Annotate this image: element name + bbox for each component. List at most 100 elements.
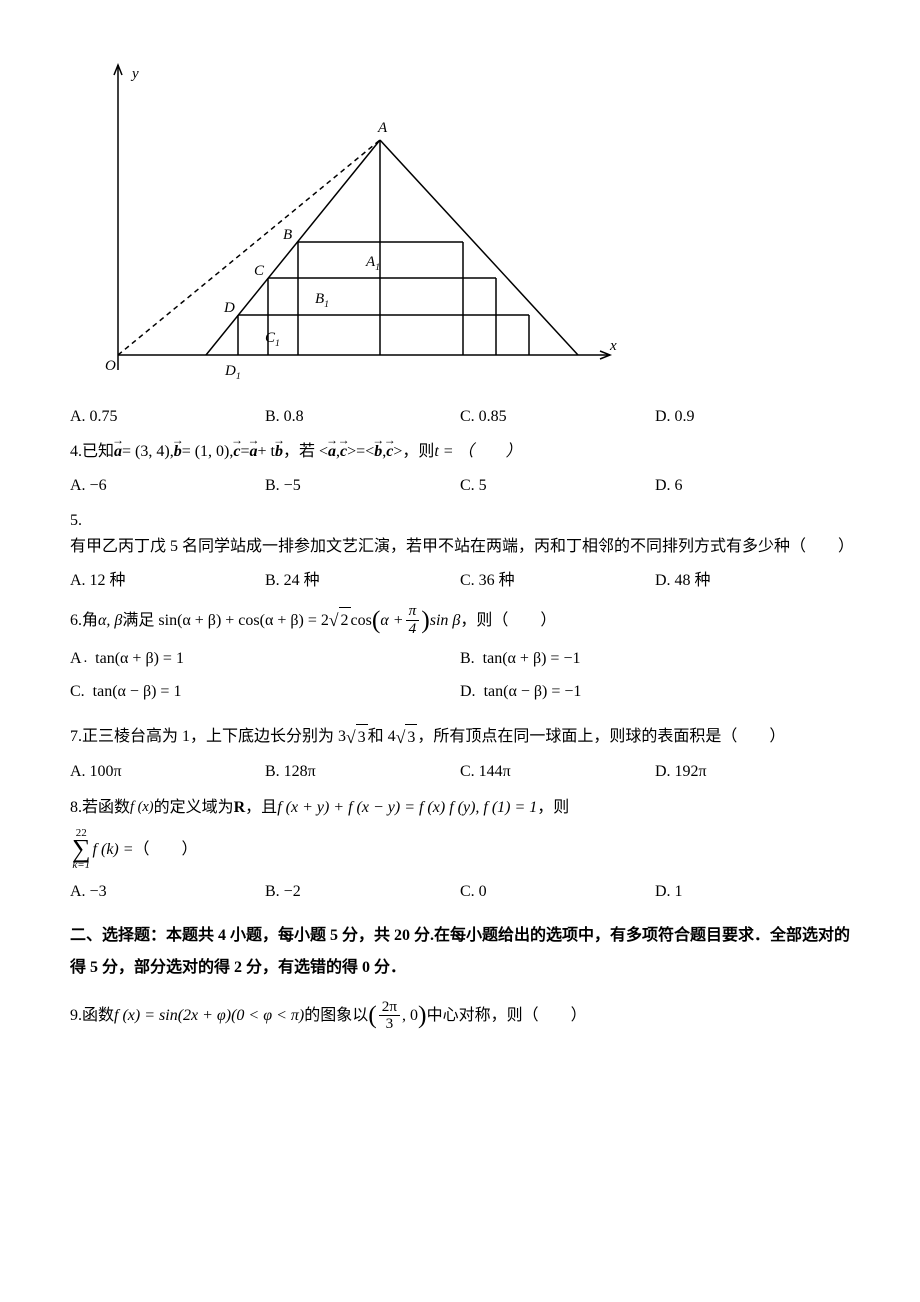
choice-c: C. 0.85 [460, 404, 655, 430]
svg-text:A1: A1 [365, 254, 380, 273]
numerator: 2π [379, 999, 400, 1017]
q-num: 8. [70, 795, 82, 821]
choice-c: C. 144π [460, 759, 655, 785]
choice-letter: C. [70, 679, 85, 705]
text: （ ） [134, 837, 198, 863]
choice-a: A. −6 [70, 473, 265, 499]
choice-a: A. 0.75 [70, 404, 265, 430]
svg-text:x: x [609, 338, 617, 354]
section-text: 二、选择题：本题共 4 小题，每小题 5 分，共 20 分.在每小题给出的选项中… [70, 927, 850, 976]
vector-c: c [386, 439, 393, 465]
equation: f (x + y) + f (x − y) = f (x) f (y), f (… [277, 795, 537, 821]
sqrt-val: 3 [405, 724, 417, 751]
choice-label: A. 100π [70, 759, 122, 785]
text: ，若 < [283, 439, 328, 465]
choice-label: D. 48 种 [655, 568, 711, 594]
vector-b: b [275, 439, 283, 465]
choice-label: C. 0 [460, 879, 487, 905]
choice-c: C. 0 [460, 879, 655, 905]
text: ，则 [537, 795, 569, 821]
point: 2π 3 , 0 [377, 999, 418, 1033]
text: 已知 [82, 439, 114, 465]
func: f (x) [130, 796, 154, 819]
choice-d: D. 48 种 [655, 568, 850, 594]
question-4: 4. 已知 a = (3, 4), b = (1, 0), c = a + t … [70, 439, 850, 498]
vector-c: c [233, 439, 240, 465]
text: 和 4 [368, 724, 396, 750]
vector-a: a [250, 439, 258, 465]
choice-label: C. 36 种 [460, 568, 515, 594]
text: >=< [347, 439, 374, 465]
paren-open-icon: ( [368, 1009, 377, 1022]
choice-c: C. 36 种 [460, 568, 655, 594]
text: 函数 [82, 1003, 114, 1029]
choice-letter: B. [460, 646, 475, 672]
choice-label: D. 1 [655, 879, 683, 905]
text: 的图象以 [304, 1003, 368, 1029]
q-num: 4. [70, 439, 82, 465]
question-stem: 8. 若函数 f (x) 的定义域为 R ，且 f (x + y) + f (x… [70, 795, 850, 821]
choice-expr: tan(α − β) = 1 [93, 679, 182, 705]
svg-text:y: y [130, 66, 139, 82]
choice-label: D. 192π [655, 759, 707, 785]
choice-label: D. 0.9 [655, 404, 695, 430]
question-7: 7. 正三棱台高为 1，上下底边长分别为 3√3 和 4√3 ，所有顶点在同一球… [70, 723, 850, 785]
section-2-header: 二、选择题：本题共 4 小题，每小题 5 分，共 20 分.在每小题给出的选项中… [70, 920, 850, 984]
real-set: R [234, 795, 246, 821]
question-stem: 5. 有甲乙丙丁戊 5 名同学站成一排参加文艺汇演，若甲不站在两端，丙和丁相邻的… [70, 508, 850, 559]
q-num: 6. [70, 608, 82, 634]
vector-a: a [328, 439, 336, 465]
choice-a: A. 100π [70, 759, 265, 785]
text: 的定义域为 [154, 795, 234, 821]
vector-a: a [114, 439, 122, 465]
text: 若函数 [82, 795, 130, 821]
text: 正三棱台高为 1，上下底边长分别为 3 [82, 724, 346, 750]
text: = (1, 0), [182, 439, 234, 465]
inner: α + π 4 [380, 603, 421, 637]
choice-b: B. −2 [265, 879, 460, 905]
choices-row: A. 0.75 B. 0.8 C. 0.85 D. 0.9 [70, 404, 850, 430]
choice-d: D. 6 [655, 473, 850, 499]
choice-letter: D. [460, 679, 476, 705]
question-5: 5. 有甲乙丙丁戊 5 名同学站成一排参加文艺汇演，若甲不站在两端，丙和丁相邻的… [70, 508, 850, 593]
denominator: 3 [379, 1016, 400, 1033]
choice-label: B. 24 种 [265, 568, 320, 594]
q-num: 5. [70, 508, 82, 534]
question-stem-line2: 22 ∑ k=1 f (k) = （ ） [70, 828, 850, 871]
q-num: 7. [70, 724, 82, 750]
vars: α, β [98, 608, 122, 634]
choice-b: B. 24 种 [265, 568, 460, 594]
sum-lower: k=1 [72, 860, 90, 871]
choice-b: B. 128π [265, 759, 460, 785]
text: >，则 [393, 439, 434, 465]
text: = (3, 4), [122, 439, 174, 465]
func: f (x) = sin(2x + φ)(0 < φ < π) [114, 1003, 304, 1029]
fraction: π 4 [406, 603, 420, 637]
choice-d: D. 1 [655, 879, 850, 905]
choice-expr: tan(α − β) = −1 [484, 679, 582, 705]
text: ，所有顶点在同一球面上，则球的表面积是（ ） [417, 724, 785, 750]
q-num: 9. [70, 1003, 82, 1029]
choice-label: C. 0.85 [460, 404, 507, 430]
svg-text:B: B [283, 227, 292, 243]
text: 中心对称，则（ ） [427, 1003, 587, 1029]
choice-a: A. 12 种 [70, 568, 265, 594]
fraction: 2π 3 [379, 999, 400, 1033]
svg-text:C1: C1 [265, 330, 280, 349]
figure-q3: yxOABCDA1B1C1D1 [70, 60, 850, 389]
question-stem: 7. 正三棱台高为 1，上下底边长分别为 3√3 和 4√3 ，所有顶点在同一球… [70, 723, 850, 751]
choice-label: B. −5 [265, 473, 301, 499]
choice-c: C. 5 [460, 473, 655, 499]
text: 满足 sin(α + β) + cos(α + β) = 2 [122, 608, 328, 634]
question-6: 6. 角 α, β 满足 sin(α + β) + cos(α + β) = 2… [70, 603, 850, 713]
dot: . [82, 647, 88, 670]
choice-b: B. 0.8 [265, 404, 460, 430]
text: t = （ ） [434, 439, 521, 465]
svg-text:C: C [254, 263, 265, 279]
choice-b: B. −5 [265, 473, 460, 499]
svg-text:O: O [105, 358, 116, 374]
choices-row: A. −6 B. −5 C. 5 D. 6 [70, 473, 850, 499]
vector-b: b [174, 439, 182, 465]
question-stem: 4. 已知 a = (3, 4), b = (1, 0), c = a + t … [70, 439, 850, 465]
choice-label: B. 128π [265, 759, 316, 785]
